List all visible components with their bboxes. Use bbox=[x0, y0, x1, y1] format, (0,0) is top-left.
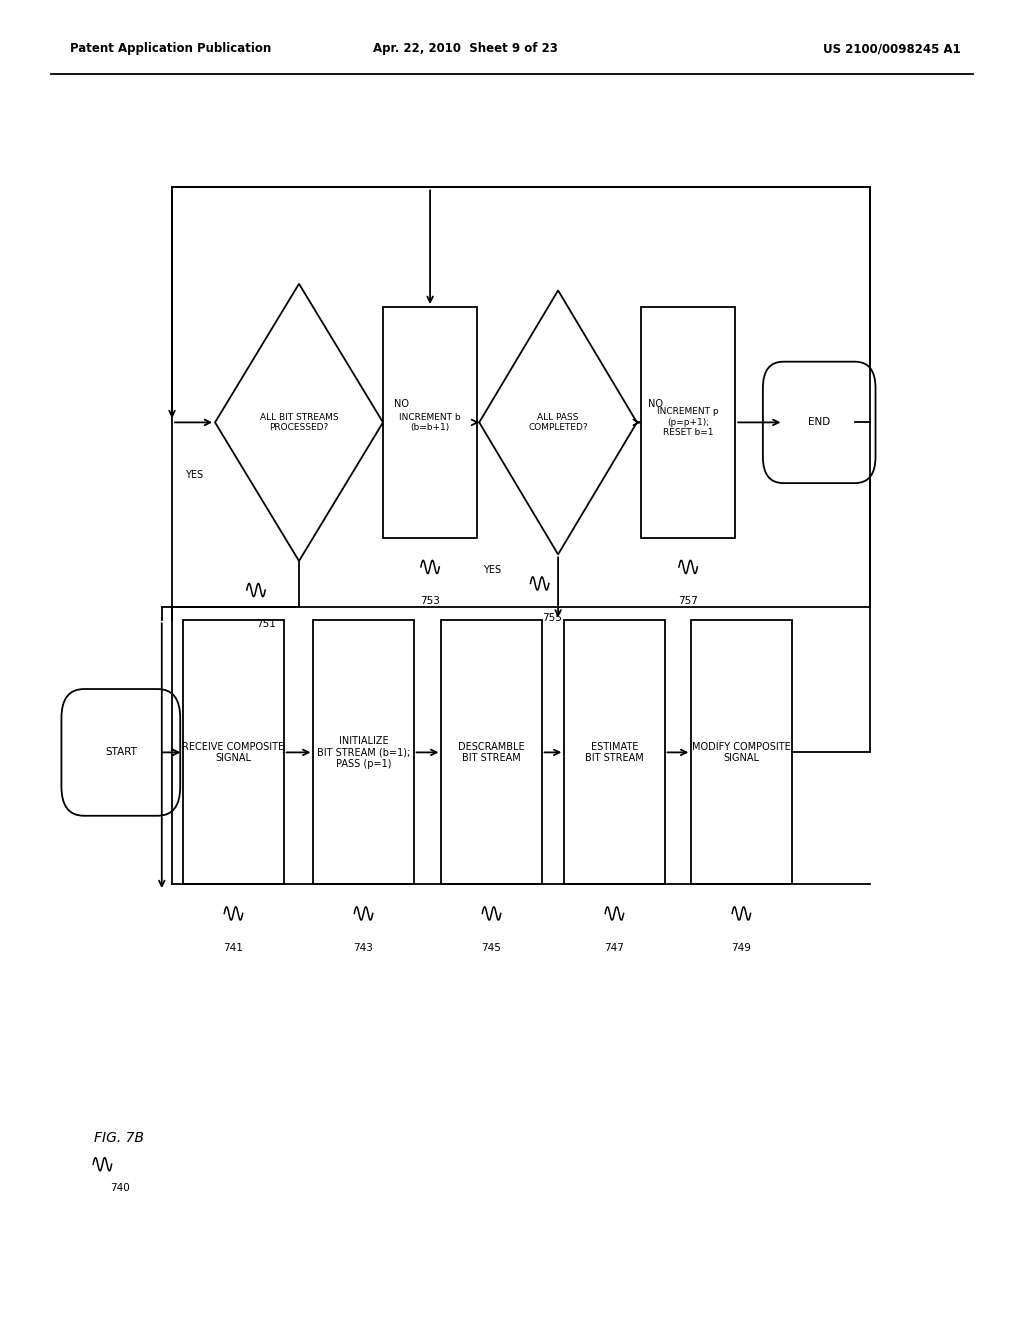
Text: ALL PASS
COMPLETED?: ALL PASS COMPLETED? bbox=[528, 413, 588, 432]
Text: INITIALIZE
BIT STREAM (b=1);
PASS (p=1): INITIALIZE BIT STREAM (b=1); PASS (p=1) bbox=[316, 735, 411, 770]
Bar bbox=[641, 306, 735, 539]
Text: DESCRAMBLE
BIT STREAM: DESCRAMBLE BIT STREAM bbox=[458, 742, 525, 763]
Bar bbox=[172, 187, 870, 607]
Text: YES: YES bbox=[184, 470, 203, 480]
Text: Apr. 22, 2010  Sheet 9 of 23: Apr. 22, 2010 Sheet 9 of 23 bbox=[374, 42, 558, 55]
Text: INCREMENT p
(p=p+1);
RESET b=1: INCREMENT p (p=p+1); RESET b=1 bbox=[657, 408, 719, 437]
Text: FIG. 7B: FIG. 7B bbox=[94, 1131, 144, 1144]
Text: 751: 751 bbox=[256, 619, 276, 630]
Bar bbox=[564, 620, 665, 884]
Text: 753: 753 bbox=[420, 597, 440, 606]
Text: END: END bbox=[808, 417, 830, 428]
Text: NO: NO bbox=[394, 399, 409, 409]
Polygon shape bbox=[479, 290, 637, 554]
Bar bbox=[441, 620, 542, 884]
Text: START: START bbox=[104, 747, 137, 758]
Text: 755: 755 bbox=[542, 612, 562, 623]
Text: ALL BIT STREAMS
PROCESSED?: ALL BIT STREAMS PROCESSED? bbox=[260, 413, 338, 432]
Text: 743: 743 bbox=[353, 942, 374, 953]
Text: RECEIVE COMPOSITE
SIGNAL: RECEIVE COMPOSITE SIGNAL bbox=[182, 742, 285, 763]
Bar bbox=[691, 620, 792, 884]
Text: NO: NO bbox=[648, 399, 663, 409]
Bar bbox=[383, 306, 477, 539]
Text: 740: 740 bbox=[111, 1183, 130, 1193]
Text: 745: 745 bbox=[481, 942, 502, 953]
Text: YES: YES bbox=[483, 565, 502, 576]
Polygon shape bbox=[215, 284, 383, 561]
Text: US 2100/0098245 A1: US 2100/0098245 A1 bbox=[822, 42, 961, 55]
Text: ESTIMATE
BIT STREAM: ESTIMATE BIT STREAM bbox=[585, 742, 644, 763]
Text: 749: 749 bbox=[731, 942, 752, 953]
Text: 747: 747 bbox=[604, 942, 625, 953]
Text: MODIFY COMPOSITE
SIGNAL: MODIFY COMPOSITE SIGNAL bbox=[692, 742, 791, 763]
Bar bbox=[313, 620, 414, 884]
Text: 741: 741 bbox=[223, 942, 244, 953]
Bar bbox=[183, 620, 284, 884]
Text: INCREMENT b
(b=b+1): INCREMENT b (b=b+1) bbox=[399, 413, 461, 432]
FancyBboxPatch shape bbox=[61, 689, 180, 816]
FancyBboxPatch shape bbox=[763, 362, 876, 483]
Text: 757: 757 bbox=[678, 597, 698, 606]
Text: Patent Application Publication: Patent Application Publication bbox=[70, 42, 271, 55]
